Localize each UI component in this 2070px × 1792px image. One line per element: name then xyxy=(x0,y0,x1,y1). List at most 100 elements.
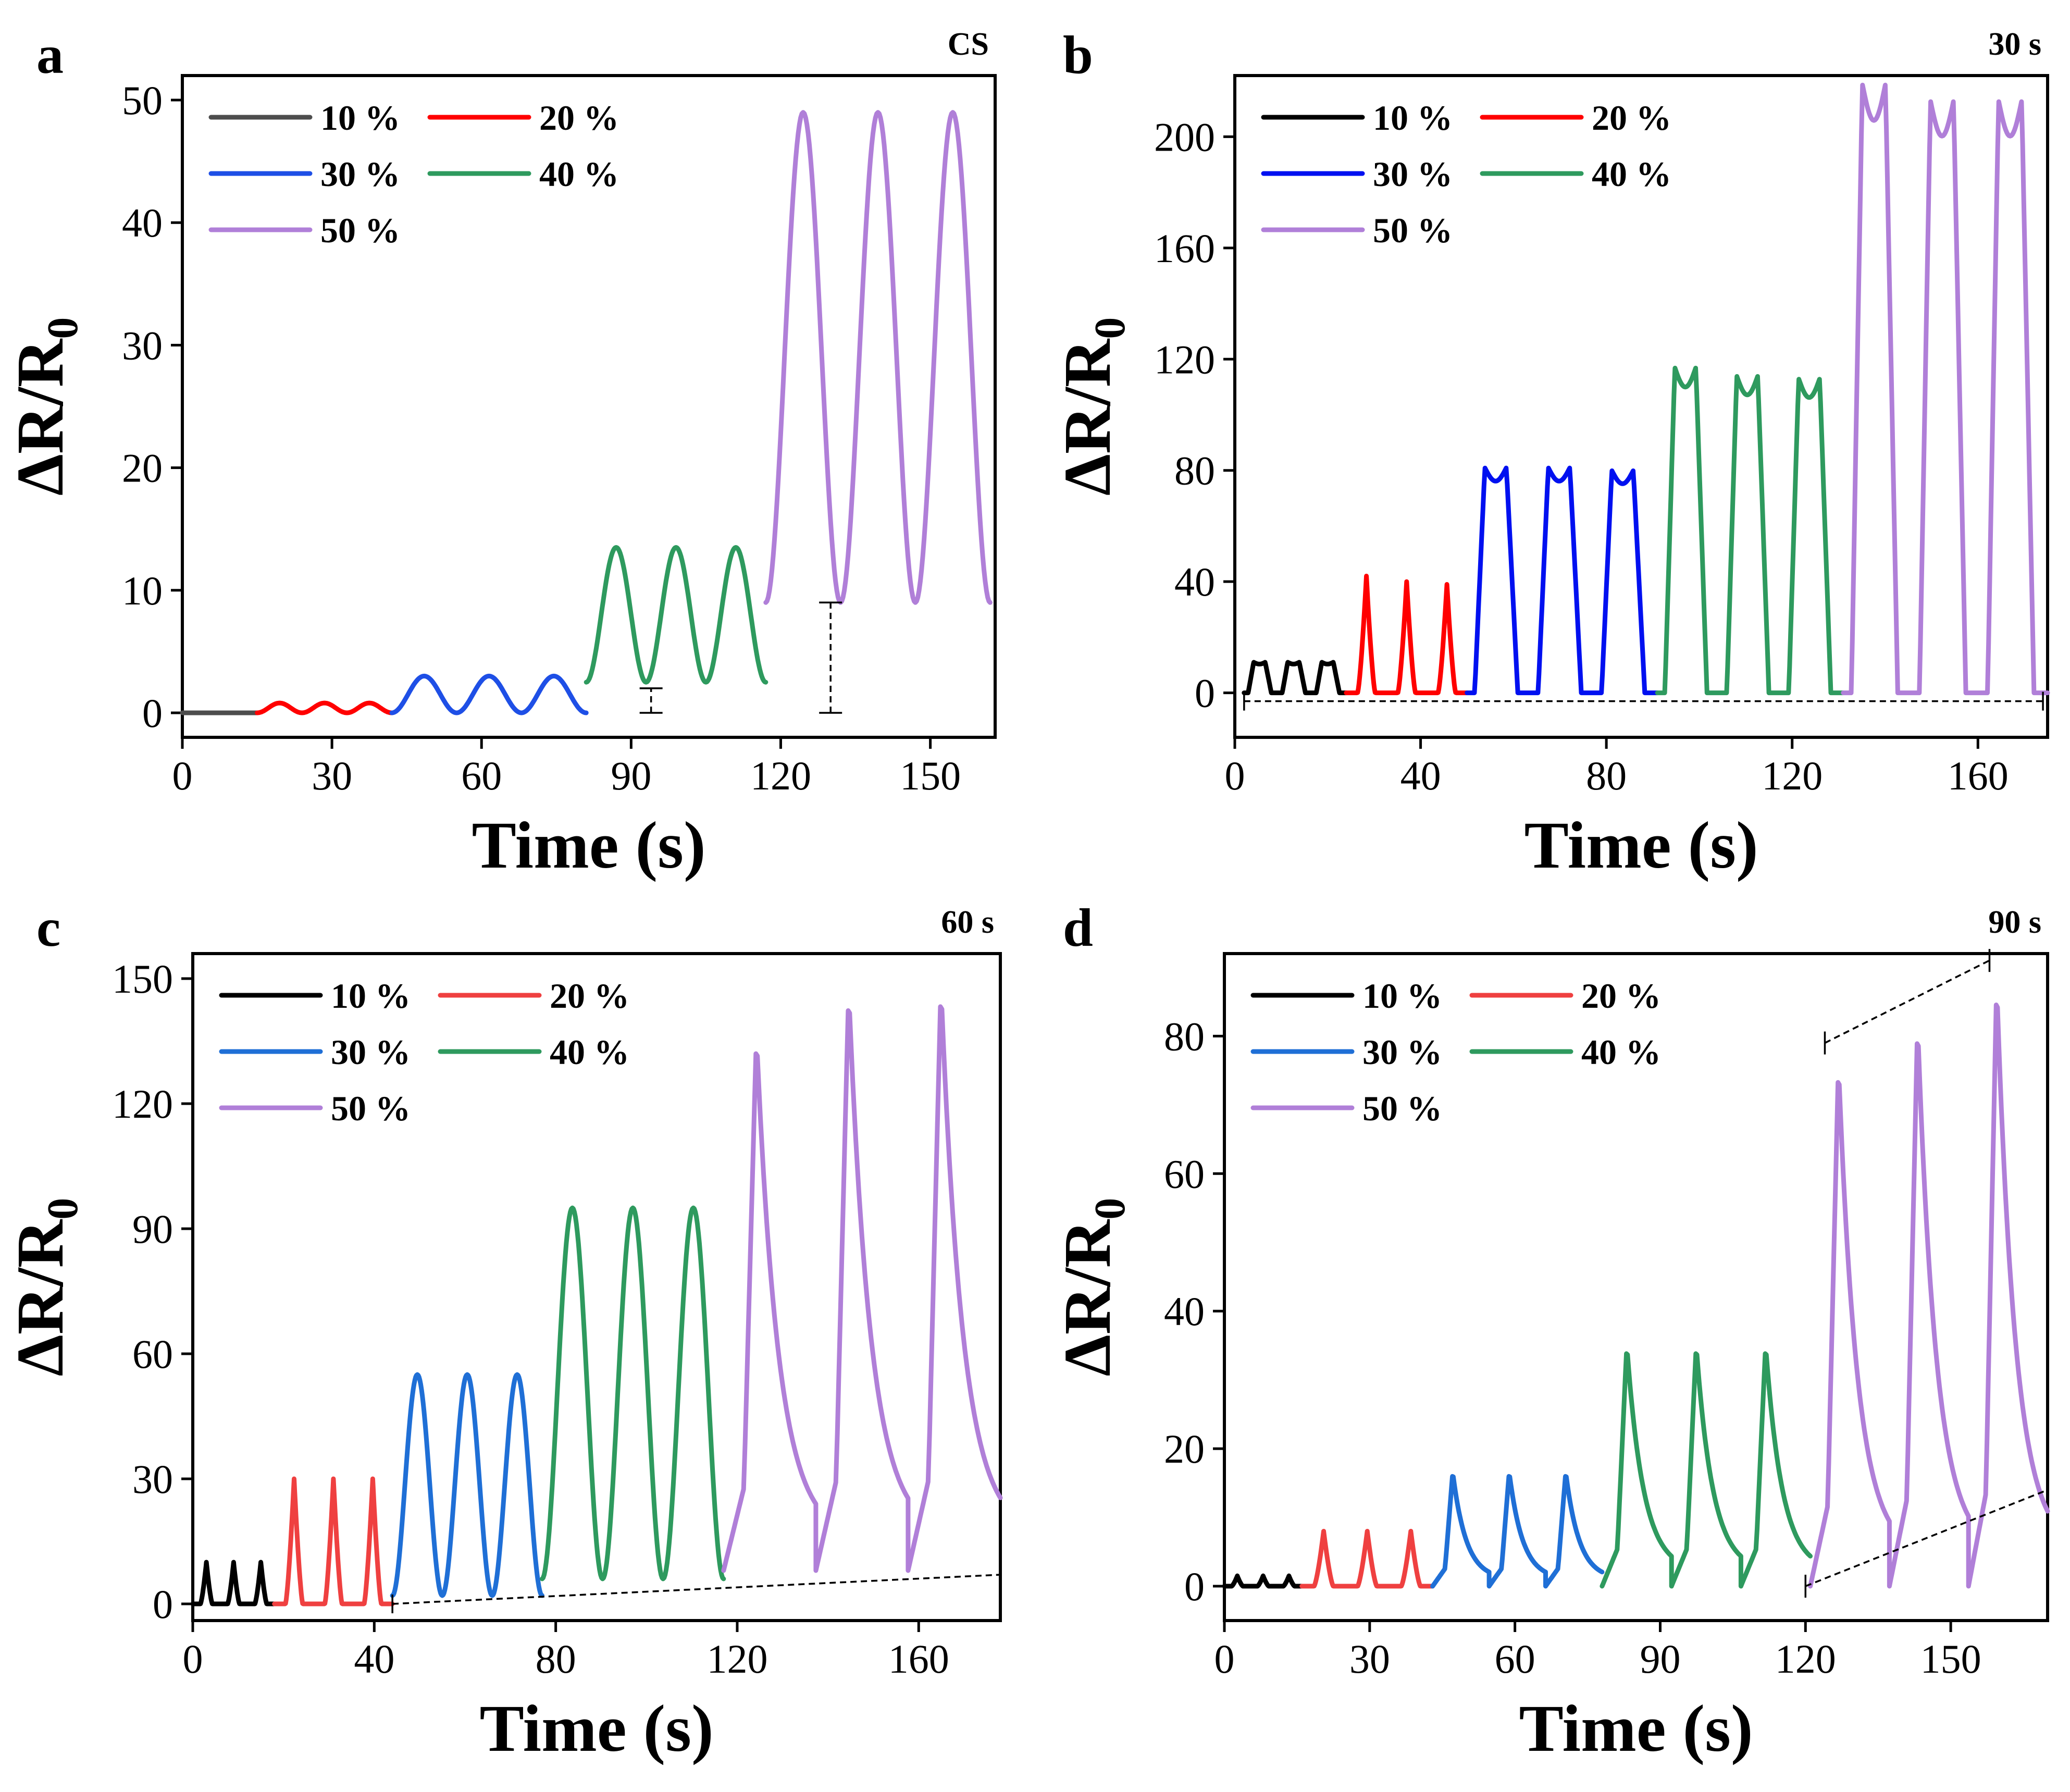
legend-label: 10 % xyxy=(1373,98,1453,138)
y-tick-label: 0 xyxy=(1184,1564,1205,1609)
y-tick-label: 10 xyxy=(122,568,163,613)
x-tick-label: 0 xyxy=(172,753,193,798)
reference-line xyxy=(1805,1489,2048,1587)
series-line-20pct xyxy=(1299,1529,1435,1589)
legend-label: 20 % xyxy=(550,976,629,1016)
series-line-30pct xyxy=(390,1372,544,1598)
plot-frame xyxy=(1223,952,2049,1622)
series-line-50pct xyxy=(763,110,993,605)
x-tick-label: 0 xyxy=(1225,753,1245,798)
plot-frame xyxy=(181,74,997,739)
legend-label: 30 % xyxy=(320,154,400,194)
panel-letter: a xyxy=(36,25,64,85)
series-line-20pct xyxy=(255,700,394,715)
plot-frame xyxy=(191,952,1002,1622)
corner-label: 90 s xyxy=(1988,905,2041,940)
x-tick-label: 80 xyxy=(1586,753,1627,798)
reference-line xyxy=(392,1574,1001,1605)
x-tick-label: 30 xyxy=(1349,1636,1390,1682)
x-tick-label: 150 xyxy=(900,753,961,798)
legend-label: 30 % xyxy=(331,1032,411,1072)
y-axis-title-subscript: 0 xyxy=(39,1198,87,1220)
legend-label: 30 % xyxy=(1362,1032,1442,1072)
y-tick-label: 40 xyxy=(1164,1289,1205,1334)
legend-label: 40 % xyxy=(539,154,619,194)
legend-label: 50 % xyxy=(320,211,400,250)
y-tick-label: 20 xyxy=(122,446,163,491)
y-tick-label: 150 xyxy=(112,956,173,1002)
series-line-10pct xyxy=(1222,1573,1305,1589)
y-tick-label: 0 xyxy=(1195,671,1215,716)
series-line-30pct xyxy=(389,673,589,715)
legend-label: 20 % xyxy=(1592,98,1671,138)
corner-label: CS xyxy=(948,27,989,62)
y-axis-title-main: ΔR/R xyxy=(3,1219,77,1376)
corner-label: 30 s xyxy=(1988,27,2041,62)
panel-letter: d xyxy=(1063,898,1093,958)
series-line-40pct xyxy=(1600,1351,1813,1589)
series-line-50pct xyxy=(721,1004,1003,1573)
panel-letter: b xyxy=(1063,25,1093,85)
x-tick-label: 60 xyxy=(461,753,502,798)
y-tick-label: 30 xyxy=(122,323,163,368)
x-axis-title: Time (s) xyxy=(1519,1691,1753,1765)
reference-line xyxy=(1824,959,1990,1044)
series-line-10pct xyxy=(190,1560,277,1606)
legend-label: 40 % xyxy=(1592,154,1671,194)
x-axis-title: Time (s) xyxy=(1524,808,1758,882)
y-tick-label: 80 xyxy=(1174,448,1215,493)
legend-label: 20 % xyxy=(539,98,619,138)
panel-letter: c xyxy=(36,898,60,958)
legend-label: 10 % xyxy=(331,976,411,1016)
legend-label: 50 % xyxy=(1373,211,1453,250)
y-tick-label: 60 xyxy=(132,1331,173,1377)
y-tick-label: 0 xyxy=(142,690,163,736)
x-tick-label: 0 xyxy=(183,1636,203,1682)
y-tick-label: 50 xyxy=(122,78,163,123)
y-tick-label: 40 xyxy=(1174,559,1215,604)
legend-label: 10 % xyxy=(320,98,400,138)
series-line-20pct xyxy=(1344,574,1470,696)
x-tick-label: 90 xyxy=(1640,1636,1680,1682)
x-tick-label: 150 xyxy=(1920,1636,1981,1682)
y-tick-label: 120 xyxy=(1154,337,1215,382)
y-axis-title: ΔR/R0 xyxy=(1050,1198,1134,1377)
y-axis-title: ΔR/R0 xyxy=(3,1198,87,1377)
legend-label: 10 % xyxy=(1362,976,1442,1016)
x-tick-label: 40 xyxy=(1400,753,1441,798)
y-axis-title-subscript: 0 xyxy=(1086,317,1134,339)
y-tick-label: 0 xyxy=(153,1581,173,1627)
series-line-50pct xyxy=(1841,82,2050,696)
legend-label: 50 % xyxy=(331,1089,411,1128)
legend-label: 20 % xyxy=(1581,976,1661,1016)
series-line-10pct xyxy=(1242,660,1349,696)
x-tick-label: 120 xyxy=(750,753,811,798)
x-tick-label: 160 xyxy=(888,1636,949,1682)
legend-label: 40 % xyxy=(550,1032,629,1072)
x-tick-label: 60 xyxy=(1495,1636,1535,1682)
x-tick-label: 30 xyxy=(312,753,352,798)
y-tick-label: 160 xyxy=(1154,226,1215,271)
series-line-40pct xyxy=(540,1205,726,1581)
x-tick-label: 90 xyxy=(611,753,651,798)
y-axis-title-subscript: 0 xyxy=(1086,1198,1134,1220)
x-tick-label: 80 xyxy=(536,1636,576,1682)
y-axis-title-main: ΔR/R xyxy=(1050,1219,1124,1376)
plot-frame xyxy=(1233,74,2049,739)
y-tick-label: 120 xyxy=(112,1081,173,1127)
x-tick-label: 0 xyxy=(1214,1636,1235,1682)
series-line-50pct xyxy=(1808,1003,2050,1589)
x-axis-title: Time (s) xyxy=(479,1691,713,1765)
series-line-40pct xyxy=(584,545,768,685)
x-tick-label: 160 xyxy=(1948,753,2009,798)
legend-label: 30 % xyxy=(1373,154,1453,194)
legend-label: 40 % xyxy=(1581,1032,1661,1072)
y-tick-label: 200 xyxy=(1154,114,1215,159)
y-axis-title: ΔR/R0 xyxy=(1050,317,1134,496)
y-tick-label: 40 xyxy=(122,200,163,245)
x-tick-label: 120 xyxy=(1775,1636,1836,1682)
